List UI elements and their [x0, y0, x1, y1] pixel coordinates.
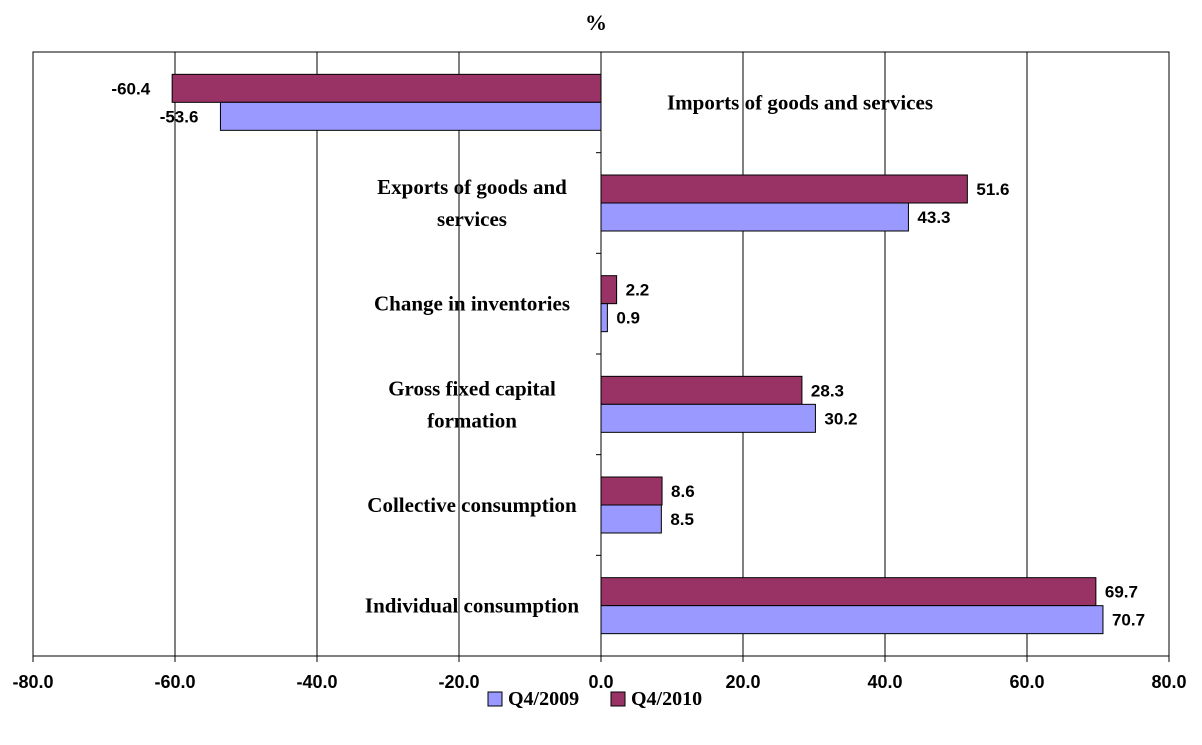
value-label: 28.3 [811, 381, 844, 400]
value-label: 2.2 [626, 281, 650, 300]
legend-label: Q4/2010 [631, 688, 702, 710]
bar-q4-2009 [600, 303, 608, 333]
x-tick-label: -40.0 [296, 672, 337, 692]
x-tick-label: 0.0 [588, 672, 613, 692]
axes: -80.0 -60.0 -40.0 -20.0 0.0 20.0 40.0 60.0 80.0 [12, 152, 1187, 692]
bar-q4-2009 [219, 101, 602, 131]
value-label: 8.6 [671, 482, 695, 501]
category-label: Collective consumption [367, 493, 577, 517]
category-label: Change in inventories [374, 292, 570, 316]
bar-q4-2009 [600, 605, 1104, 635]
bar-q4-2010 [600, 174, 968, 204]
value-label: 69.7 [1105, 583, 1138, 602]
value-label: 70.7 [1112, 611, 1145, 630]
value-label: -53.6 [160, 107, 199, 126]
x-tick-label: 80.0 [1151, 672, 1186, 692]
value-label: 0.9 [616, 309, 640, 328]
bar-q4-2010 [600, 275, 618, 305]
bar-q4-2009 [600, 403, 816, 433]
value-label: 30.2 [824, 409, 857, 428]
value-label: 43.3 [917, 208, 950, 227]
gridlines [174, 52, 1028, 656]
bar-q4-2010 [600, 476, 663, 506]
bar-q4-2009 [600, 202, 909, 232]
legend-swatch [610, 691, 626, 707]
legend-label: Q4/2009 [508, 688, 579, 710]
x-tick-label: -20.0 [438, 672, 479, 692]
labels: -60.4 -53.6 Imports of goods and services 5… [111, 79, 1145, 629]
bar-q4-2009 [600, 504, 662, 534]
x-tick-label: 40.0 [867, 672, 902, 692]
unit-label: % [585, 10, 607, 35]
x-tick-label: -80.0 [12, 672, 53, 692]
category-label: services [437, 207, 507, 231]
value-label: 51.6 [976, 180, 1009, 199]
bar-q4-2010 [600, 577, 1097, 607]
category-label: Individual consumption [365, 594, 579, 618]
bar-q4-2010 [171, 73, 602, 103]
value-label: -60.4 [111, 79, 150, 98]
x-tick-label: -60.0 [154, 672, 195, 692]
category-label: formation [427, 408, 517, 432]
x-tick-label: 60.0 [1009, 672, 1044, 692]
category-label: Exports of goods and [377, 175, 567, 199]
bar-q4-2010 [600, 375, 803, 405]
x-tick-label: 20.0 [725, 672, 760, 692]
value-label: 8.5 [670, 510, 694, 529]
legend-swatch [487, 691, 503, 707]
legend: Q4/2009 Q4/2010 [487, 688, 702, 710]
bars [171, 73, 1104, 635]
category-label: Gross fixed capital [388, 376, 556, 400]
category-label: Imports of goods and services [667, 90, 933, 114]
